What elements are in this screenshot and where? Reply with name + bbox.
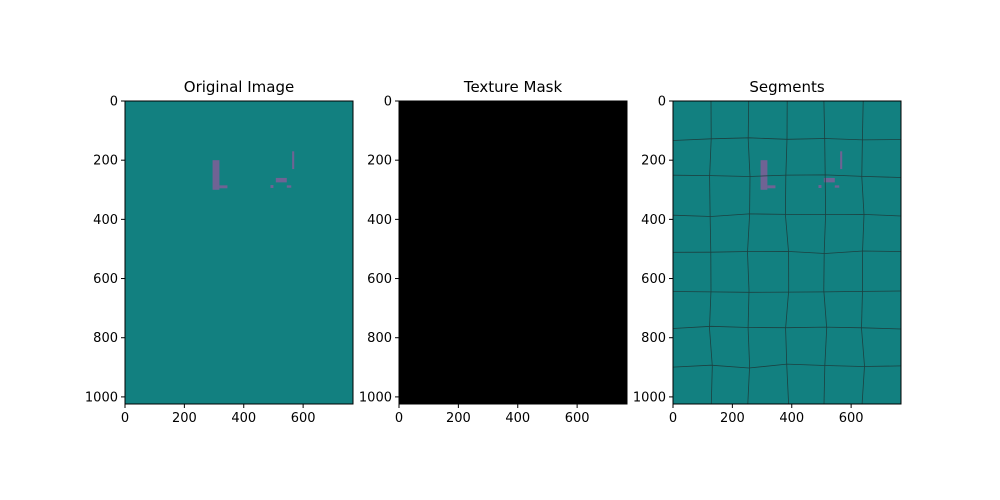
y-tick-label: 400: [641, 213, 666, 228]
y-tick-label: 600: [367, 272, 392, 287]
segment-boundary: [672, 213, 902, 217]
axes-frame: [124, 100, 354, 405]
x-tick-label: 600: [839, 411, 864, 426]
segment-boundary: [747, 100, 751, 405]
y-tick-label: 0: [384, 95, 392, 110]
panel-title: Original Image: [184, 78, 294, 96]
panel-2: Texture Mask 0 200 400 600 0 200 400 600 800 1000: [359, 78, 628, 426]
segment-boundary: [784, 100, 790, 405]
y-tick-label: 400: [367, 213, 392, 228]
segment-boundary: [672, 363, 902, 369]
panel-3: Segments 0 200 400 600 0 200 400 600 800 1000: [633, 78, 902, 426]
panel-title: Texture Mask: [463, 78, 563, 96]
segment-boundary: [823, 100, 828, 405]
image-mark: [823, 177, 835, 183]
panel-title: Segments: [749, 78, 825, 96]
y-tick-label: 600: [93, 272, 118, 287]
image-mark: [834, 185, 840, 188]
x-tick-label: 400: [779, 411, 804, 426]
x-tick-label: 400: [231, 411, 256, 426]
y-tick-label: 800: [93, 331, 118, 346]
image-area: [399, 101, 627, 404]
y-tick-label: 400: [93, 213, 118, 228]
segment-boundary: [672, 250, 902, 254]
x-tick-label: 0: [395, 411, 403, 426]
x-tick-label: 600: [565, 411, 590, 426]
y-tick-label: 1000: [633, 390, 666, 405]
y-tick-label: 0: [110, 95, 118, 110]
x-tick-label: 400: [505, 411, 530, 426]
image-mark: [219, 185, 228, 189]
segment-boundary: [672, 290, 902, 293]
x-tick-label: 200: [720, 411, 745, 426]
x-tick-label: 0: [121, 411, 129, 426]
panel-1: Original Image 0 200 400 600 0 200 400 600 800 100…: [85, 78, 354, 426]
y-tick-label: 1000: [85, 390, 118, 405]
y-tick-label: 0: [658, 95, 666, 110]
segment-boundary: [672, 325, 902, 330]
y-tick-label: 200: [367, 154, 392, 169]
x-tick-label: 0: [669, 411, 677, 426]
image-mark: [840, 151, 843, 170]
axes-frame: [672, 100, 902, 405]
image-mark: [767, 185, 776, 189]
y-tick-label: 600: [641, 272, 666, 287]
image-mark: [212, 160, 220, 190]
y-tick-label: 800: [641, 331, 666, 346]
image-mark: [760, 160, 768, 190]
y-tick-label: 200: [93, 154, 118, 169]
image-mark: [286, 185, 292, 188]
image-mark: [275, 177, 287, 183]
axes-frame: [398, 100, 628, 405]
x-tick-label: 200: [172, 411, 197, 426]
image-mark: [818, 185, 822, 188]
panels: Original Image 0 200 400 600 0 200 400 600 800 100…: [85, 78, 902, 426]
y-tick-label: 1000: [359, 390, 392, 405]
image-mark: [292, 151, 295, 170]
y-tick-label: 200: [641, 154, 666, 169]
y-tick-label: 800: [367, 331, 392, 346]
segment-boundary: [861, 100, 865, 405]
x-tick-label: 600: [291, 411, 316, 426]
image-area: [125, 101, 353, 404]
segment-boundary: [672, 174, 902, 178]
x-tick-label: 200: [446, 411, 471, 426]
image-mark: [270, 185, 274, 188]
segment-boundary: [672, 137, 902, 141]
